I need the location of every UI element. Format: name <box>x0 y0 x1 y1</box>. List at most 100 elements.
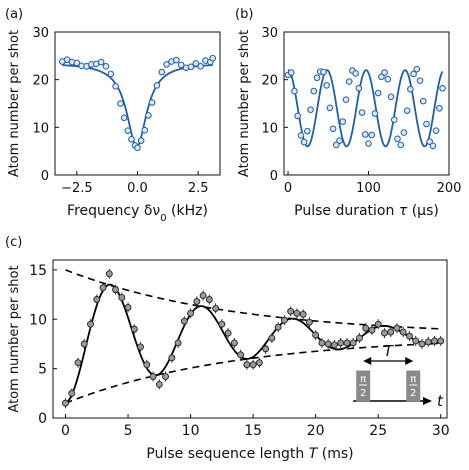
x-tick-label: 0 <box>284 181 292 196</box>
x-tick-label: 15 <box>244 423 262 439</box>
data-point <box>99 284 107 292</box>
data-point <box>437 337 445 345</box>
data-point <box>431 337 438 345</box>
data-point <box>148 99 156 106</box>
data-point <box>423 120 430 128</box>
data-point <box>268 334 276 342</box>
data-point <box>436 104 443 112</box>
x-tick-label: 5 <box>124 423 133 439</box>
data-point <box>294 112 301 120</box>
data-point <box>143 361 151 369</box>
y-tick-label: 10 <box>29 312 47 328</box>
x-axis-label-unit: (μs) <box>407 203 439 219</box>
data-point <box>300 138 308 146</box>
data-point <box>74 359 82 367</box>
y-tick-label: 0 <box>38 411 47 427</box>
data-point <box>324 340 332 348</box>
data-point <box>299 310 307 318</box>
x-tick-label: 0.0 <box>127 181 148 196</box>
data-point <box>145 112 152 119</box>
pulse-label-denominator: 2 <box>360 388 366 399</box>
x-axis-label-unit: (ms) <box>317 446 353 462</box>
panel-label: (c) <box>5 235 22 250</box>
data-point <box>243 361 251 369</box>
data-point <box>429 142 437 150</box>
x-tick-label: 0 <box>61 423 70 439</box>
period-arrowhead-right <box>405 357 414 365</box>
data-point <box>371 110 379 117</box>
data-point <box>419 97 427 105</box>
data-point <box>355 334 363 342</box>
data-point <box>255 359 263 367</box>
data-point <box>174 339 182 347</box>
data-point <box>162 373 170 380</box>
data-point <box>374 320 382 328</box>
y-tick-label: 5 <box>38 362 47 378</box>
data-point <box>400 129 408 136</box>
x-axis-label: Frequency δν0 (kHz) <box>67 203 208 224</box>
data-point <box>112 83 119 90</box>
data-point <box>149 373 157 380</box>
data-point <box>355 84 363 92</box>
data-point <box>349 339 357 347</box>
data-point <box>330 341 338 349</box>
data-point <box>337 339 345 347</box>
data-point <box>230 339 238 347</box>
data-point <box>137 343 145 351</box>
data-point <box>416 77 424 84</box>
y-tick-label: 10 <box>261 121 278 136</box>
x-axis-label-text: Frequency δν <box>67 203 160 219</box>
data-point <box>177 61 185 69</box>
x-tick-label: 200 <box>437 181 462 196</box>
data-point <box>412 337 420 345</box>
data-point <box>291 87 298 95</box>
x-tick-label: 100 <box>356 181 381 196</box>
data-point <box>320 68 327 76</box>
data-point <box>307 106 314 113</box>
y-tick-label: 30 <box>261 26 278 41</box>
data-point <box>365 140 372 147</box>
data-point <box>212 304 220 312</box>
data-point <box>173 56 180 64</box>
x-axis-label-unit: (kHz) <box>167 203 208 219</box>
x-axis-label: Pulse sequence length T (ms) <box>146 446 353 462</box>
data-point <box>293 309 301 317</box>
y-tick-label: 0 <box>270 169 278 184</box>
x-tick-label: 30 <box>432 423 450 439</box>
data-point <box>333 141 340 149</box>
data-point <box>224 329 232 337</box>
data-point <box>105 270 113 278</box>
data-point <box>128 135 135 143</box>
pi-half-pulse <box>356 370 371 402</box>
pulse-label-denominator: 2 <box>410 388 416 399</box>
data-point <box>362 324 370 332</box>
y-axis-label: Atom number per shot <box>7 265 22 412</box>
data-point <box>187 63 195 71</box>
data-point <box>310 87 318 95</box>
data-point <box>439 84 446 92</box>
data-point <box>120 114 128 122</box>
data-point <box>326 104 334 112</box>
data-point <box>117 100 124 107</box>
time-label: t <box>437 392 444 410</box>
data-point <box>339 118 347 125</box>
time-axis-arrowhead <box>422 397 432 405</box>
data-point <box>237 351 245 359</box>
y-tick-label: 30 <box>32 26 49 41</box>
data-point <box>390 116 398 124</box>
data-point <box>124 127 132 134</box>
data-point <box>193 298 201 305</box>
data-point <box>163 61 170 68</box>
plot-frame <box>54 31 221 176</box>
data-point <box>345 78 353 85</box>
pi-half-pulse <box>406 370 421 402</box>
data-point <box>381 69 388 76</box>
y-tick-label: 15 <box>29 263 47 279</box>
data-point <box>118 294 126 301</box>
data-point <box>280 316 288 324</box>
data-point <box>134 144 141 152</box>
panel-a-frequency-scan: −2.5 0.0 2.5 0 10 20 30 Atom number per shot (a)… <box>5 7 221 224</box>
data-point <box>410 70 417 78</box>
data-point <box>352 70 359 77</box>
y-tick-label: 20 <box>261 74 278 89</box>
